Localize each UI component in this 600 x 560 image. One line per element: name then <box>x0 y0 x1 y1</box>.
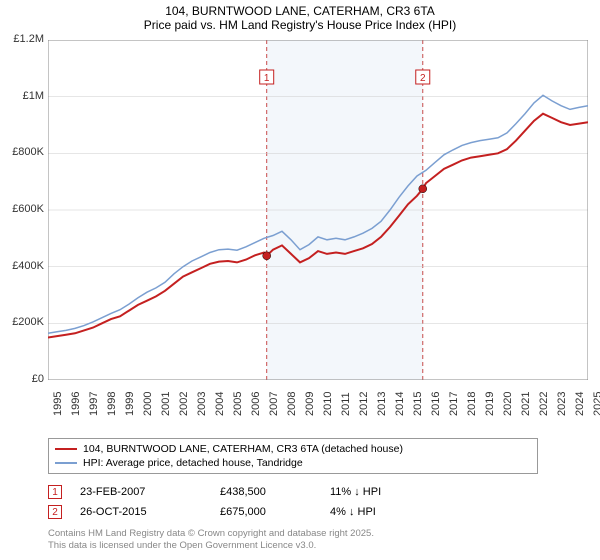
x-tick-label: 2002 <box>178 392 192 416</box>
x-tick-label: 2008 <box>286 392 300 416</box>
x-tick-label: 2005 <box>232 392 246 416</box>
x-tick-label: 2018 <box>466 392 480 416</box>
x-tick-label: 2024 <box>574 392 588 416</box>
footer: Contains HM Land Registry data © Crown c… <box>48 528 374 553</box>
chart-title: 104, BURNTWOOD LANE, CATERHAM, CR3 6TA <box>0 0 600 18</box>
y-tick-label: £1.2M <box>4 33 44 45</box>
sale-date-1: 23-FEB-2007 <box>80 486 220 498</box>
x-tick-label: 1998 <box>106 392 120 416</box>
y-tick-label: £400K <box>4 260 44 272</box>
x-tick-label: 2017 <box>448 392 462 416</box>
plot-area: 12 <box>48 40 588 380</box>
x-tick-label: 2003 <box>196 392 210 416</box>
legend-item-property: 104, BURNTWOOD LANE, CATERHAM, CR3 6TA (… <box>55 442 531 456</box>
y-tick-label: £0 <box>4 373 44 385</box>
legend-item-hpi: HPI: Average price, detached house, Tand… <box>55 456 531 470</box>
x-tick-label: 2007 <box>268 392 282 416</box>
x-tick-label: 2011 <box>340 392 354 416</box>
y-tick-label: £200K <box>4 316 44 328</box>
legend-label-property: 104, BURNTWOOD LANE, CATERHAM, CR3 6TA (… <box>83 443 403 455</box>
chart-subtitle: Price paid vs. HM Land Registry's House … <box>0 18 600 32</box>
x-tick-label: 2013 <box>376 392 390 416</box>
x-tick-label: 2012 <box>358 392 372 416</box>
legend-swatch-hpi <box>55 462 77 464</box>
legend-label-hpi: HPI: Average price, detached house, Tand… <box>83 457 303 469</box>
x-tick-label: 1996 <box>70 392 84 416</box>
x-tick-label: 2025 <box>592 392 600 416</box>
x-tick-label: 2000 <box>142 392 156 416</box>
x-tick-label: 2010 <box>322 392 336 416</box>
legend-swatch-property <box>55 448 77 451</box>
y-tick-label: £600K <box>4 203 44 215</box>
y-tick-label: £800K <box>4 146 44 158</box>
sale-price-1: £438,500 <box>220 486 330 498</box>
x-tick-label: 1995 <box>52 392 66 416</box>
x-tick-label: 2006 <box>250 392 264 416</box>
legend: 104, BURNTWOOD LANE, CATERHAM, CR3 6TA (… <box>48 438 538 474</box>
sale-price-2: £675,000 <box>220 506 330 518</box>
line-chart-svg: 12 <box>48 40 588 380</box>
x-tick-label: 2016 <box>430 392 444 416</box>
x-tick-label: 2023 <box>556 392 570 416</box>
x-tick-label: 2001 <box>160 392 174 416</box>
x-tick-label: 1999 <box>124 392 138 416</box>
footer-line-1: Contains HM Land Registry data © Crown c… <box>48 528 374 540</box>
x-tick-label: 2015 <box>412 392 426 416</box>
x-tick-label: 2021 <box>520 392 534 416</box>
sale-marker-2: 2 <box>48 505 62 519</box>
svg-text:2: 2 <box>420 73 426 84</box>
y-tick-label: £1M <box>4 90 44 102</box>
svg-text:1: 1 <box>264 73 270 84</box>
sale-row-1: 1 23-FEB-2007 £438,500 11% ↓ HPI <box>48 482 430 502</box>
x-tick-label: 1997 <box>88 392 102 416</box>
x-tick-label: 2020 <box>502 392 516 416</box>
sale-hpi-1: 11% ↓ HPI <box>330 486 430 498</box>
x-tick-label: 2014 <box>394 392 408 416</box>
sale-hpi-2: 4% ↓ HPI <box>330 506 430 518</box>
x-tick-label: 2009 <box>304 392 318 416</box>
footer-line-2: This data is licensed under the Open Gov… <box>48 540 374 552</box>
x-tick-label: 2022 <box>538 392 552 416</box>
sales-table: 1 23-FEB-2007 £438,500 11% ↓ HPI 2 26-OC… <box>48 482 430 522</box>
sale-row-2: 2 26-OCT-2015 £675,000 4% ↓ HPI <box>48 502 430 522</box>
x-tick-label: 2004 <box>214 392 228 416</box>
chart-container: £0£200K£400K£600K£800K£1M£1.2M 12 199519… <box>0 40 600 430</box>
sale-marker-1: 1 <box>48 485 62 499</box>
x-tick-label: 2019 <box>484 392 498 416</box>
sale-date-2: 26-OCT-2015 <box>80 506 220 518</box>
